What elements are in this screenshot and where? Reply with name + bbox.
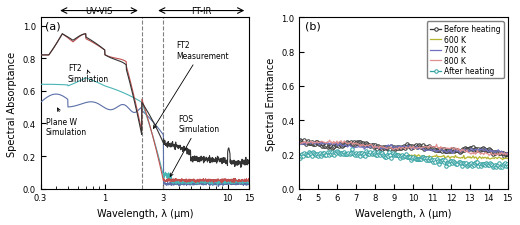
Text: (b): (b) (305, 22, 321, 32)
After heating (309, 155, 315, 158)
Text: FT2
Simulation: FT2 Simulation (68, 64, 109, 83)
600 K (505, 157, 511, 160)
800 K (353, 142, 359, 145)
Before heating (306, 142, 312, 145)
700 K (336, 142, 342, 145)
Text: UV-VIS: UV-VIS (85, 7, 113, 16)
X-axis label: Wavelength, λ (μm): Wavelength, λ (μm) (355, 208, 452, 218)
600 K (305, 155, 311, 158)
After heating (498, 166, 504, 169)
Line: After heating: After heating (297, 148, 510, 169)
After heating (495, 164, 501, 167)
Line: Before heating: Before heating (297, 139, 510, 158)
800 K (496, 152, 502, 155)
700 K (296, 141, 302, 144)
600 K (495, 156, 501, 159)
Text: (a): (a) (45, 22, 60, 32)
Before heating (500, 155, 506, 158)
600 K (352, 155, 358, 157)
600 K (296, 154, 302, 156)
After heating (296, 154, 302, 157)
800 K (486, 154, 492, 157)
800 K (327, 139, 333, 142)
800 K (296, 141, 302, 144)
600 K (358, 151, 364, 153)
Before heating (336, 145, 342, 147)
700 K (488, 150, 494, 153)
Before heating (505, 153, 511, 155)
After heating (488, 163, 494, 165)
After heating (305, 154, 311, 156)
600 K (309, 155, 315, 158)
After heating (505, 165, 511, 168)
Legend: Before heating, 600 K, 700 K, 800 K, After heating: Before heating, 600 K, 700 K, 800 K, Aft… (427, 22, 504, 79)
After heating (335, 151, 341, 154)
Line: 600 K: 600 K (299, 152, 508, 160)
X-axis label: Wavelength, λ (μm): Wavelength, λ (μm) (97, 208, 193, 218)
Before heating (302, 139, 308, 142)
800 K (336, 141, 342, 144)
After heating (348, 148, 355, 151)
700 K (495, 149, 501, 151)
800 K (305, 142, 311, 144)
700 K (318, 140, 324, 143)
Before heating (296, 141, 302, 143)
700 K (305, 142, 311, 145)
Text: FOS
Simulation: FOS Simulation (170, 114, 220, 177)
800 K (489, 153, 495, 156)
Before heating (488, 150, 494, 153)
Before heating (353, 142, 359, 145)
700 K (505, 153, 511, 156)
After heating (353, 152, 359, 155)
Line: 700 K: 700 K (299, 142, 508, 155)
Before heating (495, 151, 501, 154)
800 K (309, 141, 315, 144)
600 K (335, 153, 341, 156)
Before heating (310, 143, 316, 145)
600 K (488, 158, 494, 160)
700 K (353, 146, 359, 149)
Y-axis label: Spectral Absorptance: Spectral Absorptance (7, 51, 17, 156)
700 K (309, 142, 315, 145)
600 K (499, 159, 505, 161)
Y-axis label: Spectral Emittance: Spectral Emittance (266, 57, 276, 150)
Text: FT2
Measurement: FT2 Measurement (153, 41, 229, 129)
800 K (505, 152, 511, 155)
Text: Plane W
Simulation: Plane W Simulation (46, 108, 87, 137)
Text: FT-IR: FT-IR (191, 7, 212, 16)
Line: 800 K: 800 K (299, 140, 508, 156)
